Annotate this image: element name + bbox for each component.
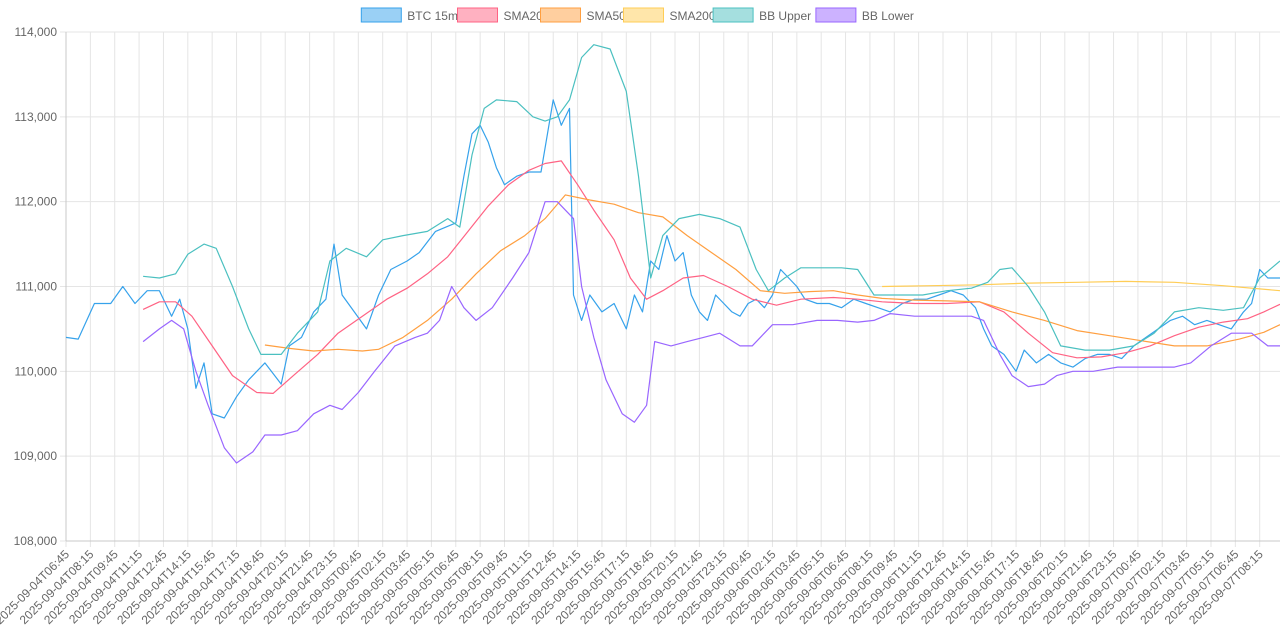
legend: BTC 15m SMA20 SMA50 SMA200 BB Upper BB Lower: [360, 7, 914, 23]
series-line-bb-lower: [142, 201, 1280, 464]
legend-swatch-bb-lower: [815, 7, 857, 23]
grid-lines: [60, 31, 1280, 547]
y-tick-label: 108,000: [14, 534, 58, 548]
legend-label-bb-lower: BB Lower: [862, 9, 914, 23]
y-tick-label: 109,000: [14, 449, 58, 463]
series-line-sma50: [264, 194, 1280, 352]
legend-swatch-sma50: [540, 7, 581, 23]
axes: [65, 32, 1280, 542]
series-line-bb-upper: [143, 44, 1280, 355]
series-line-sma200: [882, 280, 1280, 292]
legend-label-bb-upper: BB Upper: [759, 9, 811, 23]
legend-swatch-sma200: [623, 7, 664, 23]
y-tick-label: 113,000: [15, 110, 58, 124]
legend-swatch-bb-upper: [712, 7, 754, 23]
legend-label-sma50: SMA50: [587, 9, 627, 23]
x-axis-ticks: 2025-09-04T06:452025-09-04T08:152025-09-…: [0, 547, 1266, 627]
legend-label-sma200: SMA200: [670, 9, 716, 23]
legend-label-sma20: SMA20: [504, 9, 544, 23]
y-tick-label: 114,000: [15, 25, 58, 39]
y-axis-ticks: 108,000 109,000 110,000 111,000 112,000 113,0…: [14, 25, 58, 548]
y-tick-label: 112,000: [15, 195, 58, 209]
series-lines: [65, 44, 1280, 464]
series-line-btc-15m: [65, 99, 1280, 419]
legend-swatch-btc-15m: [360, 7, 402, 23]
y-tick-label: 111,000: [15, 280, 57, 294]
legend-label-btc-15m: BTC 15m: [407, 9, 458, 23]
legend-swatch-sma20: [457, 7, 498, 23]
y-tick-label: 110,000: [15, 364, 58, 378]
series-line-sma20: [142, 160, 1280, 394]
